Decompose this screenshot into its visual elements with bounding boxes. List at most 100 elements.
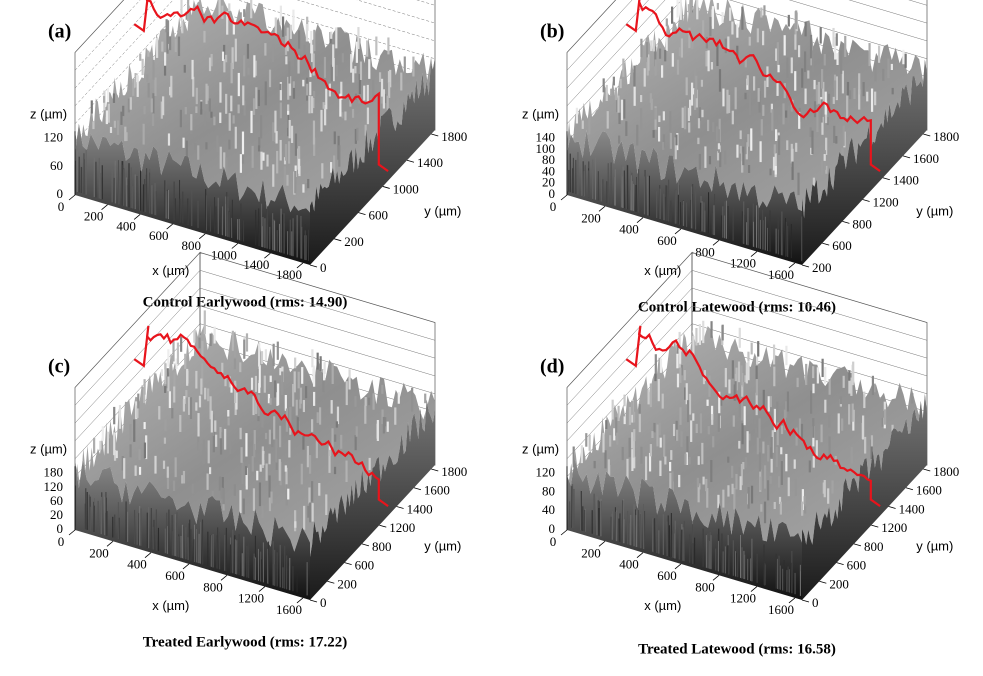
z-tick-label: 0: [549, 186, 556, 201]
y-tick: [413, 487, 422, 491]
wall-grid: [74, 0, 436, 124]
y-tick-label: 1400: [893, 173, 919, 188]
z-axis-label: z (µm): [522, 441, 559, 456]
x-tick-label: 1400: [243, 257, 269, 272]
wall-grid: [566, 0, 928, 71]
x-tick: [750, 251, 758, 257]
y-tick: [923, 133, 931, 137]
y-tick-label: 800: [372, 539, 392, 554]
wall-grid: [566, 287, 928, 424]
y-tick: [801, 264, 810, 268]
y-tick: [406, 159, 415, 163]
panel: 0 60 120 0 200 400 600 800 1000 1400 1800 0 200 600 10…: [30, 0, 467, 310]
y-tick-label: 1800: [933, 464, 959, 479]
x-tick-label: 600: [657, 233, 677, 248]
x-tick-label: 800: [182, 238, 202, 253]
x-tick: [296, 597, 304, 604]
profile-line: [133, 325, 389, 507]
y-tick-label: 600: [847, 558, 867, 573]
y-tick: [382, 186, 390, 189]
y-tick: [822, 242, 830, 246]
x-tick-label: 400: [619, 222, 639, 237]
y-tick-label: 1800: [933, 129, 959, 144]
x-tick: [68, 529, 76, 536]
z-axis-label: z (µm): [30, 106, 67, 121]
wall-grid: [74, 305, 436, 442]
wall-grid: [74, 0, 436, 71]
surface-side: [802, 59, 927, 265]
x-tick: [220, 574, 228, 581]
panel-label: (d): [540, 356, 564, 378]
z-tick-label: 40: [542, 163, 555, 178]
y-tick: [327, 580, 335, 584]
y-tick-label: 0: [320, 260, 327, 275]
z-tick-label: 80: [542, 152, 555, 167]
z-tick-label: 40: [542, 502, 555, 517]
x-tick: [712, 574, 720, 581]
x-tick: [636, 552, 644, 558]
profile-line: [625, 0, 881, 172]
x-tick-label: 1800: [276, 267, 302, 282]
y-tick-label: 1800: [441, 464, 467, 479]
z-tick-label: 60: [50, 158, 63, 173]
y-tick-label: 200: [344, 234, 364, 249]
x-tick-label: 0: [550, 199, 557, 214]
z-tick-label: 0: [57, 186, 64, 201]
x-tick: [788, 262, 796, 269]
y-tick-label: 1400: [899, 501, 925, 516]
y-axis-label: y (µm): [424, 539, 461, 554]
x-tick: [598, 206, 606, 212]
x-tick-label: 1200: [730, 591, 756, 606]
wall-grid: [566, 305, 928, 442]
z-tick-label: 0: [57, 521, 64, 536]
panel-label: (b): [540, 21, 564, 43]
surface-side: [802, 394, 927, 600]
y-axis-label: y (µm): [916, 204, 953, 219]
y-tick-label: 1000: [393, 181, 419, 196]
x-tick: [560, 194, 568, 201]
x-tick: [106, 541, 114, 547]
y-tick-label: 600: [355, 558, 375, 573]
y-tick: [309, 599, 318, 603]
x-tick: [258, 586, 266, 592]
x-axis-label: x (µm): [152, 598, 189, 613]
x-tick-label: 800: [695, 579, 715, 594]
y-tick: [923, 468, 931, 472]
x-tick-label: 1000: [211, 247, 237, 262]
x-tick-label: 800: [695, 244, 715, 259]
y-tick-label: 0: [320, 595, 327, 610]
y-tick: [836, 562, 844, 565]
y-tick: [882, 177, 890, 181]
x-tick: [674, 228, 682, 235]
y-tick: [902, 155, 911, 159]
y-tick: [396, 506, 404, 509]
caption: Treated Earlywood (rms: 17.22): [143, 634, 347, 650]
x-tick: [166, 223, 173, 230]
y-tick: [358, 212, 366, 216]
y-tick-label: 200: [829, 576, 849, 591]
x-tick-label: 600: [657, 568, 677, 583]
surface-front: [75, 459, 310, 600]
x-tick: [750, 586, 758, 592]
z-tick-label: 20: [50, 507, 63, 522]
wall-grid: [74, 270, 436, 406]
x-tick-label: 1600: [768, 602, 794, 617]
x-tick-label: 1200: [238, 591, 264, 606]
z-tick-label: 80: [542, 483, 555, 498]
x-tick-label: 0: [550, 534, 557, 549]
z-tick-label: 120: [44, 479, 64, 494]
x-tick: [674, 563, 682, 570]
surface-front: [75, 123, 310, 265]
surface-side: [310, 399, 435, 600]
x-tick: [182, 563, 190, 570]
x-tick-label: 600: [165, 568, 185, 583]
x-tick-label: 0: [58, 199, 65, 214]
y-tick-label: 1200: [873, 195, 899, 210]
x-tick-label: 600: [149, 228, 169, 243]
z-tick-label: 20: [542, 175, 555, 190]
